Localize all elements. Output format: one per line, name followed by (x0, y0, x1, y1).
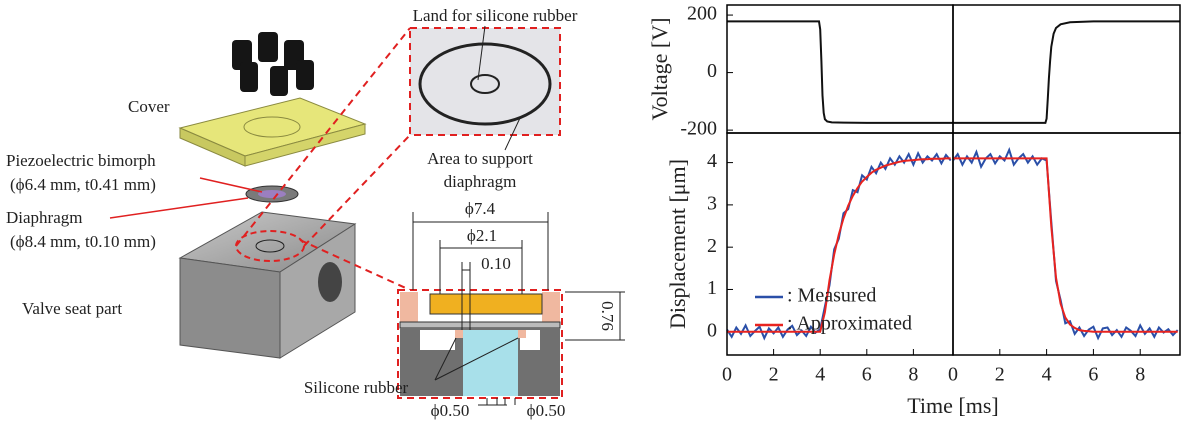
x-tick-label: 6 (1088, 364, 1098, 386)
block-front (180, 258, 280, 358)
legend-label: : Approximated (787, 313, 912, 335)
y-tick-label: 4 (707, 150, 717, 172)
y-tick-label: -200 (680, 118, 717, 140)
diagram: Land for silicone rubber Cover Piezoelec… (6, 6, 625, 420)
y-tick-label: 0 (707, 60, 717, 82)
x-tick-label: 2 (995, 364, 1005, 386)
x-tick-label: 4 (1042, 364, 1052, 386)
x-tick-label: 2 (769, 364, 779, 386)
x-tick-label: 0 (948, 364, 958, 386)
figure: Land for silicone rubber Cover Piezoelec… (0, 0, 1187, 423)
bimorph (258, 190, 286, 198)
plot-frame (953, 5, 1180, 133)
label: Land for silicone rubber (413, 6, 578, 25)
line (953, 158, 1178, 331)
x-tick-label: 0 (722, 364, 732, 386)
leader (200, 178, 262, 192)
y-tick-label: 200 (687, 3, 717, 25)
label: Valve seat part (22, 299, 122, 318)
label: ϕ2.1 (467, 226, 497, 245)
y-tick-label: 2 (707, 235, 717, 257)
label: ϕ7.4 (465, 199, 496, 218)
line (727, 153, 951, 338)
label: Cover (128, 97, 170, 116)
x-tick-label: 6 (862, 364, 872, 386)
y-tick-label: 3 (707, 192, 717, 214)
label: 0.76 (598, 301, 617, 331)
block-port (318, 262, 342, 302)
section-rubber (518, 330, 526, 338)
line (953, 150, 1178, 338)
label: 0.10 (481, 254, 511, 273)
charts: 200 0 -200 Voltage [V] 0 1 2 3 4 0 2 4 6 8 Displacemen… (647, 3, 1180, 418)
label: Area to support (427, 149, 533, 168)
label: ϕ0.50 (527, 401, 566, 420)
label: Diaphragm (6, 208, 82, 227)
label: ϕ0.50 (431, 401, 470, 420)
section-spacer (400, 292, 418, 322)
x-tick-label: 8 (1135, 364, 1145, 386)
section-diaphragm (400, 322, 560, 328)
section-channel (463, 330, 518, 396)
x-tick-label: 4 (815, 364, 825, 386)
x-axis-label: Time [ms] (907, 393, 998, 418)
y-axis-label: Displacement [μm] (665, 159, 690, 329)
y-tick-label: 1 (707, 277, 717, 299)
legend-label: : Measured (787, 285, 876, 307)
section-rubber (455, 330, 463, 338)
section-spacer (542, 292, 560, 322)
y-axis-label: Voltage [V] (647, 18, 672, 121)
line (953, 21, 1180, 123)
plot-frame (727, 5, 953, 133)
y-tick-label: 0 (707, 319, 717, 341)
bolts (232, 32, 314, 96)
label: Piezoelectric bimorph (6, 151, 156, 170)
label: (ϕ6.4 mm, t0.41 mm) (10, 175, 156, 194)
label: Silicone rubber (304, 378, 409, 397)
leader (110, 198, 248, 218)
x-tick-label: 8 (908, 364, 918, 386)
label: (ϕ8.4 mm, t0.10 mm) (10, 232, 156, 251)
section-bimorph (430, 294, 542, 314)
label: diaphragm (444, 172, 517, 191)
line (727, 21, 953, 123)
